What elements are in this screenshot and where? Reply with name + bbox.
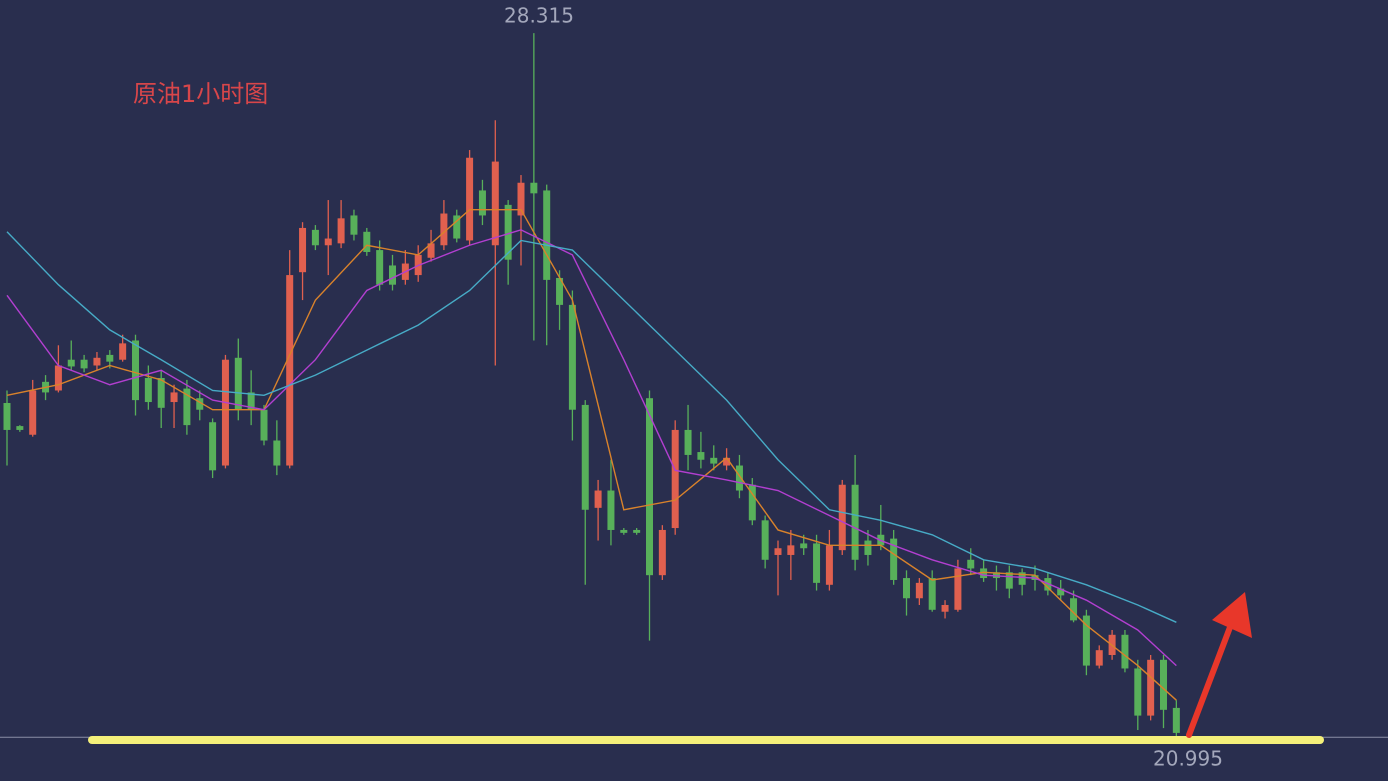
candle-body [29, 390, 37, 435]
candle-body [1070, 598, 1078, 621]
candle-body [80, 359, 88, 369]
candle-body [491, 161, 499, 246]
low-label: 20.995 [1153, 747, 1223, 771]
candle-body [337, 218, 345, 244]
candle-body [106, 354, 114, 362]
candle-body [1121, 634, 1129, 669]
candle-body [1095, 650, 1103, 666]
candle-body [633, 529, 641, 533]
candle-body [389, 265, 396, 285]
chart-title: 原油1小时图 [133, 80, 268, 108]
candle-body [723, 457, 731, 466]
candle-body [851, 484, 859, 560]
candle-body [594, 490, 602, 508]
candle-body [607, 490, 615, 530]
candle-body [286, 275, 294, 466]
candle-body [453, 215, 461, 239]
candle-body [671, 429, 679, 529]
candle-body [93, 357, 101, 366]
candle-body [735, 465, 743, 491]
candle-body [209, 422, 217, 471]
candle-body [568, 304, 576, 410]
candle-body [1172, 707, 1180, 733]
candle-body [132, 340, 139, 401]
candle-body [1005, 572, 1013, 589]
candle-body [54, 365, 62, 391]
candle-body [928, 578, 936, 610]
candle-body [620, 529, 628, 533]
candle-body [658, 529, 666, 576]
plot [0, 33, 1388, 738]
candle-body [697, 452, 705, 460]
candle-body [1082, 615, 1090, 666]
candle-body [196, 398, 204, 410]
candle-body [581, 404, 589, 510]
candle-body [324, 238, 332, 246]
candle-body [478, 190, 486, 216]
candle-body [915, 582, 923, 599]
candle-body [363, 231, 371, 252]
arrow-shaft [1186, 619, 1235, 738]
candle-body [890, 538, 898, 580]
candle-body [119, 343, 127, 360]
candle-body [299, 227, 307, 273]
moving-average [6, 208, 1177, 701]
candle-body [941, 604, 949, 612]
candle-body [273, 440, 281, 466]
candle-body [530, 182, 538, 194]
candle-body [67, 359, 75, 367]
candle-body [800, 543, 808, 549]
candle-body [748, 484, 756, 521]
candle-body [504, 204, 512, 260]
candle-body [813, 543, 821, 583]
candle-body [543, 190, 551, 280]
candle-body [16, 426, 24, 430]
moving-average [6, 231, 1177, 623]
candle-body [825, 545, 833, 585]
candle-body [761, 520, 769, 560]
candle-body [427, 243, 435, 258]
high-label: 28.315 [504, 4, 574, 28]
candle-body [3, 403, 11, 430]
candle-body [864, 540, 872, 555]
candle-body [144, 377, 152, 403]
candle-body [774, 548, 782, 555]
candle-body [466, 157, 474, 241]
candle-body [311, 229, 319, 246]
candle-body [838, 484, 846, 551]
candle-body [787, 545, 795, 555]
candle-body [170, 392, 178, 403]
candle-body [221, 359, 229, 466]
candle-body [903, 578, 910, 599]
candle-body [376, 250, 384, 285]
candle-body [1147, 659, 1155, 716]
candle-body [1018, 572, 1026, 585]
candle-body [646, 398, 653, 576]
candle-body [350, 215, 358, 235]
candle-body [157, 377, 165, 408]
moving-average [6, 229, 1177, 667]
candle-body [980, 568, 988, 579]
candle-body [234, 357, 242, 410]
candle-body [954, 568, 962, 610]
candle-body [992, 572, 1000, 579]
support-highlight [88, 736, 1324, 744]
arrow [1186, 592, 1252, 738]
candle-body [183, 388, 191, 426]
candle-body [967, 559, 975, 569]
candle-body [260, 409, 268, 441]
candle-body [710, 457, 718, 464]
arrow-head [1212, 592, 1252, 638]
candle-body [684, 429, 692, 455]
candle-body [556, 277, 564, 305]
candle-body [1057, 588, 1065, 596]
candle-body [440, 213, 448, 246]
candle-body [247, 392, 255, 410]
candle-body [517, 182, 525, 216]
candle-body [1160, 659, 1167, 710]
candle-body [1134, 668, 1142, 716]
